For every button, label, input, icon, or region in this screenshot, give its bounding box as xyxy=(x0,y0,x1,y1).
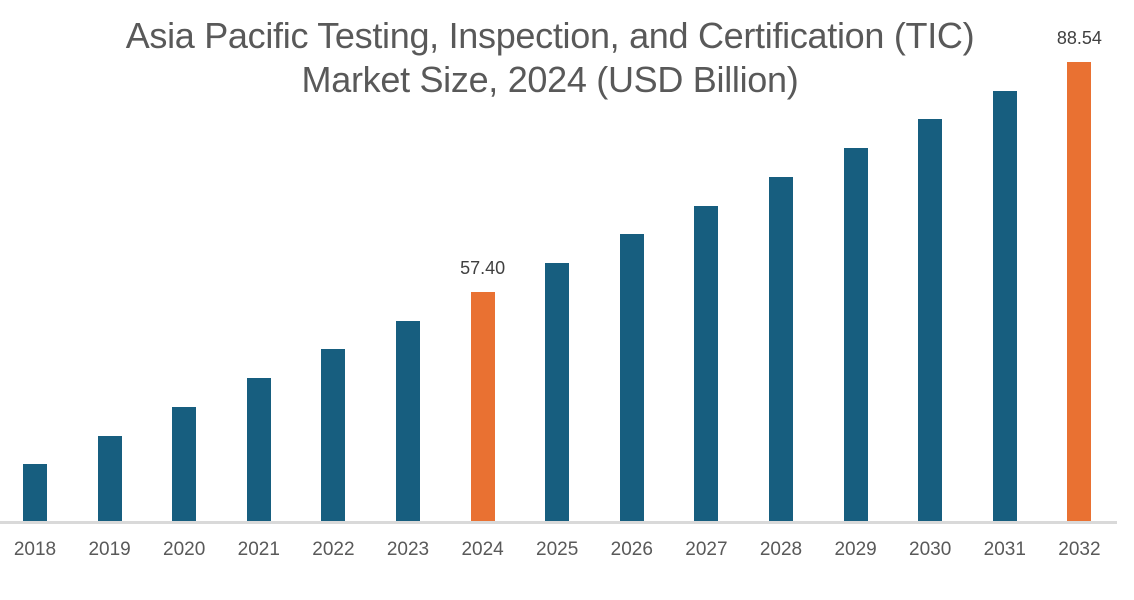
x-tick-label: 2020 xyxy=(163,539,206,560)
bar-2024 xyxy=(470,292,495,521)
bar-2027 xyxy=(694,205,719,521)
x-tick-label: 2028 xyxy=(759,539,803,560)
x-tick-label: 2032 xyxy=(1058,539,1101,560)
bar-2023 xyxy=(396,320,420,521)
chart-title-line-2: Market Size, 2024 (USD Billion) xyxy=(301,59,799,100)
x-tick-label: 2023 xyxy=(386,539,430,560)
bar-2021 xyxy=(246,378,271,521)
x-tick-label: 2031 xyxy=(983,539,1026,560)
bar-2025 xyxy=(545,263,570,521)
x-tick-label: 2022 xyxy=(312,539,355,560)
bar-2018 xyxy=(23,464,47,521)
bar-2026 xyxy=(619,234,644,521)
x-tick-label: 2019 xyxy=(88,539,131,560)
bar-2028 xyxy=(769,177,793,521)
x-tick-label: 2025 xyxy=(536,539,579,560)
data-label-2032: 88.54 xyxy=(1056,28,1102,48)
x-tick-label: 2026 xyxy=(610,539,653,560)
bar-2031 xyxy=(992,90,1017,521)
bar-2030 xyxy=(918,119,943,521)
bar-2032 xyxy=(1067,62,1092,521)
data-label-2024: 57.40 xyxy=(460,258,506,278)
x-tick-label: 2021 xyxy=(237,539,280,560)
bar-2022 xyxy=(321,349,346,521)
x-tick-label: 2027 xyxy=(685,539,728,560)
x-tick-label: 2029 xyxy=(834,539,877,560)
chart-title-line-1: Asia Pacific Testing, Inspection, and Ce… xyxy=(125,15,975,56)
x-axis-line xyxy=(0,521,1117,524)
bar-2029 xyxy=(843,148,868,521)
bar-2019 xyxy=(97,435,122,521)
x-tick-label: 2030 xyxy=(909,539,952,560)
x-tick-label: 2018 xyxy=(13,539,57,560)
bar-2020 xyxy=(172,407,197,521)
x-tick-label: 2024 xyxy=(461,539,504,560)
